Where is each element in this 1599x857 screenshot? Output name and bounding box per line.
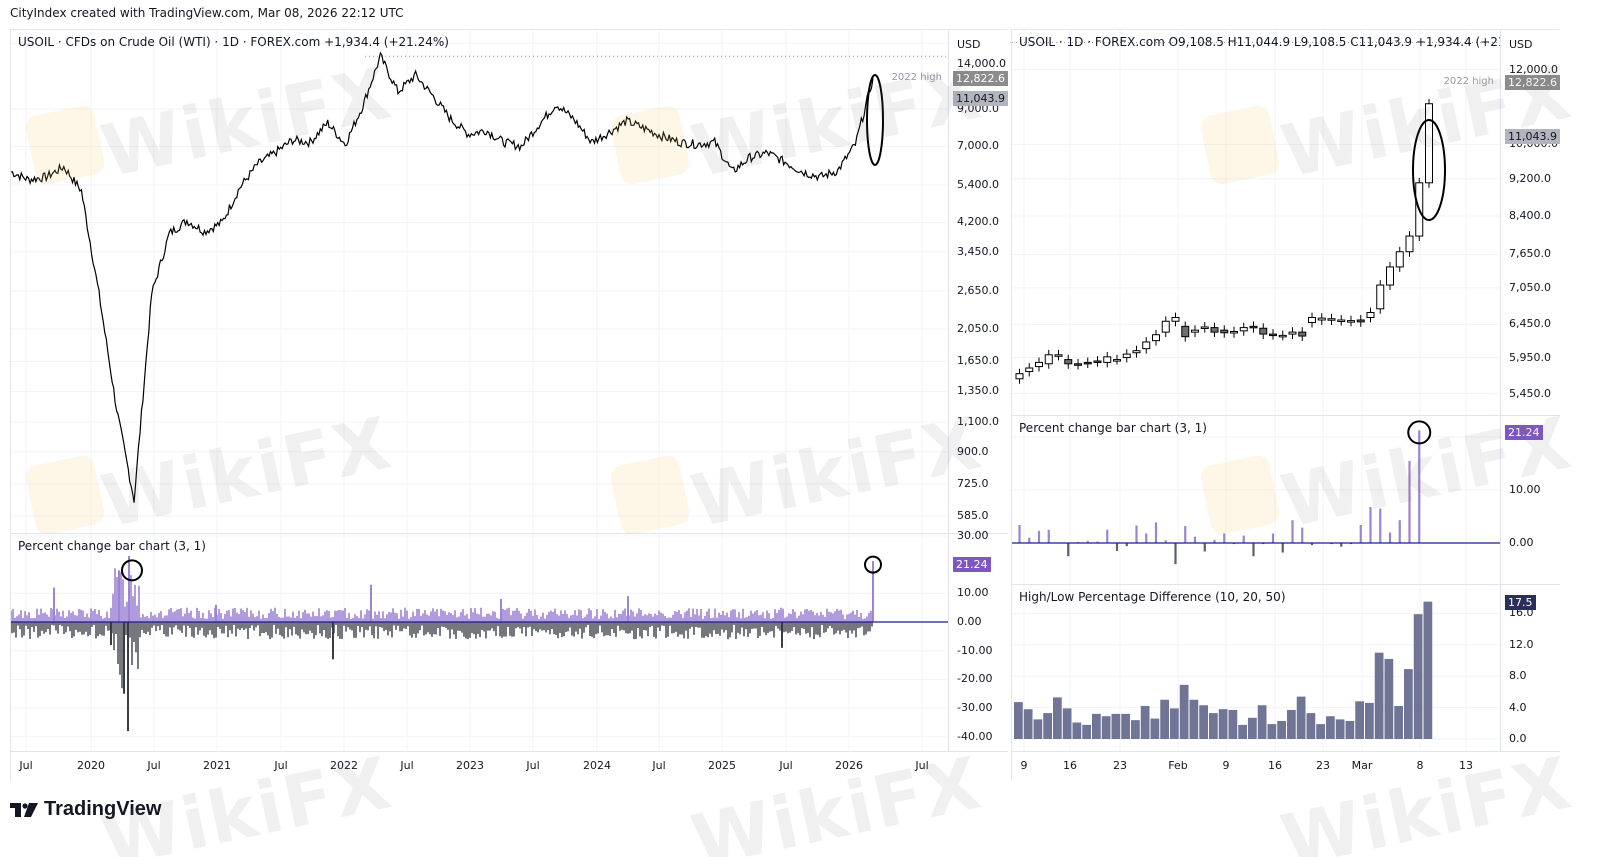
pct-axis-label: -20.00 xyxy=(957,672,993,686)
price-axis-label: 8,400.0 xyxy=(1509,209,1551,223)
left-price-axis[interactable]: USD 14,000.0 9,000.0 7,000.0 5,400.0 4,200.0… xyxy=(948,30,1008,533)
price-axis-label: 7,650.0 xyxy=(1509,247,1551,261)
price-axis-label: 585.0 xyxy=(957,508,989,522)
left-pct-tag: 21.24 xyxy=(953,557,991,572)
currency-label: USD xyxy=(957,38,981,51)
left-pct-indicator-title: Percent change bar chart (3, 1) xyxy=(18,539,206,553)
price-axis-label: 3,450.0 xyxy=(957,244,999,258)
high-2022-tag-right: 12,822.6 xyxy=(1505,75,1560,90)
hl-axis-label: 0.0 xyxy=(1509,732,1527,745)
price-axis-label: 1,650.0 xyxy=(957,354,999,368)
high-2022-label: 2022 high xyxy=(891,72,942,83)
time-axis-label: 13 xyxy=(1459,759,1473,772)
currency-label-right: USD xyxy=(1509,38,1533,51)
price-axis-label: 725.0 xyxy=(957,476,989,490)
price-axis-label: 900.0 xyxy=(957,444,989,458)
pct-axis-label: -10.00 xyxy=(957,643,993,657)
pct-axis-label: 10.00 xyxy=(957,586,989,600)
last-price-tag-right: 11,043.9 xyxy=(1505,129,1560,144)
price-axis-label: 9,200.0 xyxy=(1509,171,1551,185)
right-pct-tag: 21.24 xyxy=(1505,425,1543,440)
time-axis-label: Mar xyxy=(1351,759,1373,772)
price-axis-label: 5,950.0 xyxy=(1509,350,1551,364)
hl-axis-label: 4.0 xyxy=(1509,700,1527,714)
pct-axis-label: 0.00 xyxy=(957,615,982,628)
price-axis-label: 14,000.0 xyxy=(957,57,1006,70)
left-price-pane[interactable]: USOIL · CFDs on Crude Oil (WTI) · 1D · F… xyxy=(11,30,948,533)
time-axis-label: Jul xyxy=(274,759,288,772)
right-candlestick-chart xyxy=(1012,30,1500,415)
price-axis-label: 4,200.0 xyxy=(957,215,999,229)
time-axis-label: Jul xyxy=(526,759,540,772)
time-axis-label: 2024 xyxy=(583,759,611,772)
pct-axis-label: -40.00 xyxy=(957,729,993,743)
right-hl-diff-bars xyxy=(1012,585,1500,751)
right-hl-tag: 17.5 xyxy=(1505,595,1536,610)
time-axis-label: 2020 xyxy=(77,759,105,772)
right-pct-change-bars xyxy=(1012,416,1500,584)
right-chart-panel: USOIL · 1D · FOREX.com O9,108.5 H11,044.… xyxy=(1011,29,1560,781)
right-pct-axis[interactable]: 10.00 0.00 21.24 xyxy=(1500,416,1560,584)
left-chart-panel: USOIL · CFDs on Crude Oil (WTI) · 1D · F… xyxy=(10,29,1008,781)
time-axis-label: 2023 xyxy=(456,759,484,772)
right-pct-indicator-title: Percent change bar chart (3, 1) xyxy=(1019,421,1207,435)
time-axis-label: Jul xyxy=(779,759,793,772)
time-axis-label: Jul xyxy=(147,759,161,772)
last-price-tag: 11,043.9 xyxy=(953,91,1008,106)
right-price-pane[interactable]: USOIL · 1D · FOREX.com O9,108.5 H11,044.… xyxy=(1012,30,1500,415)
time-axis-label: Jul xyxy=(19,759,33,772)
hl-axis-label: 12.0 xyxy=(1509,637,1534,651)
chart-attribution: CityIndex created with TradingView.com, … xyxy=(10,6,404,20)
left-chart-legend: USOIL · CFDs on Crude Oil (WTI) · 1D · F… xyxy=(18,35,449,49)
price-axis-label: 1,350.0 xyxy=(957,384,999,398)
pct-axis-label: 10.00 xyxy=(1509,483,1541,496)
time-axis-label: 23 xyxy=(1316,759,1330,772)
pct-axis-label: -30.00 xyxy=(957,701,993,715)
pct-axis-label: 0.00 xyxy=(1509,536,1534,549)
price-axis-label: 7,050.0 xyxy=(1509,280,1551,294)
time-axis-label: 2021 xyxy=(203,759,231,772)
high-2022-tag: 12,822.6 xyxy=(953,71,1008,86)
time-axis-label: Jul xyxy=(652,759,666,772)
time-axis-label: 2025 xyxy=(708,759,736,772)
hl-axis-label: 8.0 xyxy=(1509,669,1527,683)
time-axis-label: 9 xyxy=(1222,759,1230,772)
right-hl-axis[interactable]: 16.0 12.0 8.0 4.0 0.0 17.5 xyxy=(1500,585,1560,751)
pct-axis-label: 30.00 xyxy=(957,528,989,542)
time-axis-label: 23 xyxy=(1113,759,1127,772)
left-price-line-chart xyxy=(11,30,948,533)
right-time-axis[interactable]: 9 16 23 Feb 9 16 23 Mar 8 13 xyxy=(1012,751,1560,781)
time-axis-label: 8 xyxy=(1416,759,1424,772)
price-axis-label: 7,000.0 xyxy=(957,139,999,153)
right-hl-indicator-title: High/Low Percentage Difference (10, 20, … xyxy=(1019,590,1286,604)
time-axis-label: Jul xyxy=(400,759,414,772)
right-price-axis[interactable]: USD 12,000.010,000.09,200.08,400.07,650.… xyxy=(1500,30,1560,415)
time-axis-label: 9 xyxy=(1020,759,1028,772)
price-axis-label: 5,450.0 xyxy=(1509,386,1551,400)
time-axis-label: Feb xyxy=(1168,759,1188,772)
right-chart-legend: USOIL · 1D · FOREX.com O9,108.5 H11,044.… xyxy=(1019,35,1500,49)
high-2022-label-right: 2022 high xyxy=(1443,76,1494,87)
right-pct-change-pane[interactable]: Percent change bar chart (3, 1) xyxy=(1012,416,1500,584)
tradingview-logo-icon xyxy=(10,801,38,819)
time-axis-label: 2026 xyxy=(835,759,863,772)
time-axis-label: Jul xyxy=(915,759,929,772)
left-pct-axis[interactable]: 30.00 10.00 0.00 -10.00 -20.00 -30.00 -40.00 2… xyxy=(948,529,1008,751)
price-axis-label: 6,450.0 xyxy=(1509,317,1551,331)
left-pct-change-bars xyxy=(11,534,948,751)
tradingview-logo[interactable]: TradingView xyxy=(10,798,161,821)
price-axis-label: 12,000.0 xyxy=(1509,62,1558,76)
price-axis-label: 5,400.0 xyxy=(957,178,999,192)
time-axis-label: 2022 xyxy=(330,759,358,772)
left-pct-change-pane[interactable]: Percent change bar chart (3, 1) xyxy=(11,534,948,751)
price-axis-label: 2,050.0 xyxy=(957,322,999,336)
left-time-axis[interactable]: Jul 2020 Jul 2021 Jul 2022 Jul 2023 Jul 2024 Jul 20… xyxy=(11,751,1008,781)
right-hl-diff-pane[interactable]: High/Low Percentage Difference (10, 20, … xyxy=(1012,585,1500,751)
price-axis-label: 1,100.0 xyxy=(957,414,999,428)
time-axis-label: 16 xyxy=(1268,759,1282,772)
price-axis-label: 2,650.0 xyxy=(957,283,999,297)
time-axis-label: 16 xyxy=(1063,759,1077,772)
tradingview-logo-text: TradingView xyxy=(44,798,162,820)
